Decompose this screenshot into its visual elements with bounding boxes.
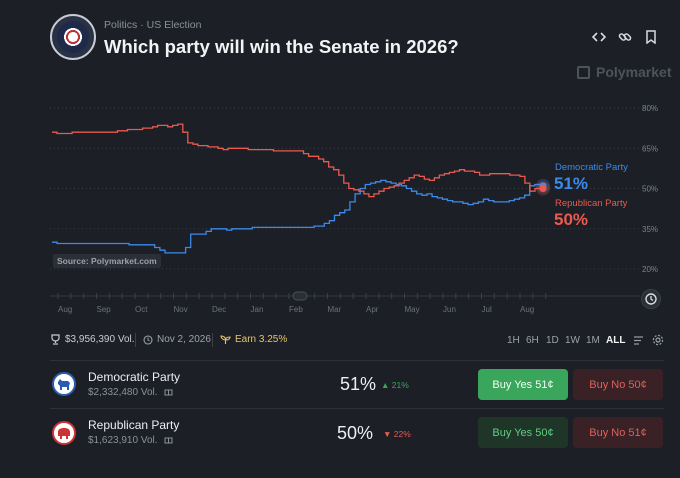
x-tick-label: Apr	[366, 305, 379, 314]
x-tick-label: Feb	[289, 305, 303, 314]
divider	[50, 408, 664, 409]
clock-icon	[645, 293, 657, 305]
volume-stat: $3,956,390 Vol.	[50, 334, 135, 345]
total-volume: $3,956,390 Vol.	[65, 334, 135, 345]
buy-yes-label: Buy Yes	[492, 378, 533, 391]
x-tick-label: Jul	[482, 305, 492, 314]
series-end-halo	[536, 181, 550, 196]
legend-series-value: 50%	[554, 210, 588, 229]
donkey-icon	[52, 372, 76, 396]
x-tick-label: Dec	[212, 305, 226, 314]
x-tick-label: Mar	[328, 305, 342, 314]
buy-yes-label: Buy Yes	[492, 426, 533, 439]
breadcrumb-category[interactable]: Politics	[104, 19, 138, 31]
y-tick-label: 35%	[642, 225, 658, 234]
settings-gear-icon[interactable]	[652, 334, 664, 346]
y-tick-label: 80%	[642, 104, 658, 113]
down-arrow-icon: ▼	[383, 429, 392, 439]
price-chart[interactable]: 80% 65% 50% 35% 20% Aug Sep Oct Nov Dec Jan Feb Mar…	[0, 0, 680, 330]
x-tick-label: Oct	[135, 305, 148, 314]
range-1m[interactable]: 1M	[586, 335, 600, 346]
buy-no-button[interactable]: Buy No 50¢	[573, 369, 663, 400]
outcome-change-text: 22%	[393, 429, 411, 439]
outcome-change-text: 21%	[391, 380, 409, 390]
clock-button[interactable]	[641, 289, 661, 309]
filter-lines-icon[interactable]	[633, 335, 644, 346]
buy-yes-price: 51¢	[535, 378, 554, 391]
divider	[212, 333, 213, 347]
market-logo	[50, 14, 96, 60]
link-icon[interactable]	[616, 28, 634, 46]
chart-source-label: Source: Polymarket.com	[53, 254, 161, 268]
x-tick-label: Nov	[174, 305, 188, 314]
x-tick-label: May	[405, 305, 420, 314]
range-1d[interactable]: 1D	[546, 335, 559, 346]
end-date: Nov 2, 2026	[143, 334, 211, 345]
buy-no-label: Buy No	[589, 426, 626, 439]
outcome-percentage: 51%	[340, 374, 377, 394]
outcome-change: ▼ 22%	[383, 429, 411, 439]
outcome-volume: $1,623,910 Vol.	[88, 435, 173, 446]
outcome-percentage: 50%	[337, 423, 374, 443]
series-line-republican	[52, 123, 540, 198]
outcome-name: Democratic Party	[88, 370, 181, 384]
buy-no-label: Buy No	[589, 378, 626, 391]
range-6h[interactable]: 6H	[526, 335, 539, 346]
up-arrow-icon: ▲	[381, 380, 390, 390]
legend-series-name: Republican Party	[555, 198, 628, 209]
gift-icon	[164, 437, 173, 444]
divider	[50, 360, 664, 361]
legend-series-name: Democratic Party	[555, 162, 628, 173]
clock-small-icon	[143, 334, 153, 345]
x-tick-label: Sep	[97, 305, 112, 314]
x-tick-label: Aug	[58, 305, 72, 314]
range-1w[interactable]: 1W	[565, 335, 580, 346]
code-icon[interactable]	[590, 28, 608, 46]
buy-no-price: 50¢	[628, 378, 647, 391]
outcome-volume-text: $2,332,480 Vol.	[88, 387, 158, 398]
earn-badge[interactable]: Earn 3.25%	[220, 334, 287, 345]
x-tick-label: Jan	[251, 305, 264, 314]
outcome-name: Republican Party	[88, 418, 180, 432]
gift-icon	[164, 389, 173, 396]
range-all[interactable]: ALL	[606, 335, 626, 346]
y-tick-label: 50%	[642, 185, 658, 194]
outcome-volume: $2,332,480 Vol.	[88, 387, 173, 398]
y-tick-label: 65%	[642, 144, 658, 153]
range-slider-handle[interactable]	[292, 291, 308, 301]
buy-yes-button[interactable]: Buy Yes 50¢	[478, 417, 568, 448]
polymarket-logo-icon	[577, 65, 590, 79]
buy-yes-price: 50¢	[535, 426, 554, 439]
legend-series-value: 51%	[554, 174, 588, 193]
range-1h[interactable]: 1H	[507, 335, 520, 346]
breadcrumb-subcategory[interactable]: US Election	[146, 19, 202, 31]
x-tick-label: Jun	[443, 305, 456, 314]
buy-no-price: 51¢	[628, 426, 647, 439]
y-tick-label: 20%	[642, 265, 658, 274]
elephant-icon	[52, 421, 76, 445]
breadcrumb-separator: ·	[140, 19, 144, 31]
outcome-change: ▲ 21%	[381, 380, 409, 390]
buy-yes-button[interactable]: Buy Yes 51¢	[478, 369, 568, 400]
page-title: Which party will win the Senate in 2026?	[104, 36, 459, 57]
series-line-democratic	[52, 179, 541, 254]
bookmark-icon[interactable]	[642, 28, 660, 46]
end-date-text: Nov 2, 2026	[157, 334, 211, 345]
series-end-dot	[539, 185, 547, 192]
x-tick-label: Aug	[520, 305, 534, 314]
breadcrumb: Politics · US Election	[104, 19, 201, 31]
sprout-icon	[220, 334, 231, 344]
divider	[135, 333, 136, 347]
earn-text: Earn 3.25%	[235, 334, 288, 345]
buy-no-button[interactable]: Buy No 51¢	[573, 417, 663, 448]
brand-name: Polymarket	[596, 64, 672, 80]
polymarket-brand: Polymarket	[577, 64, 671, 80]
trophy-icon	[51, 334, 60, 345]
outcome-volume-text: $1,623,910 Vol.	[88, 435, 158, 446]
